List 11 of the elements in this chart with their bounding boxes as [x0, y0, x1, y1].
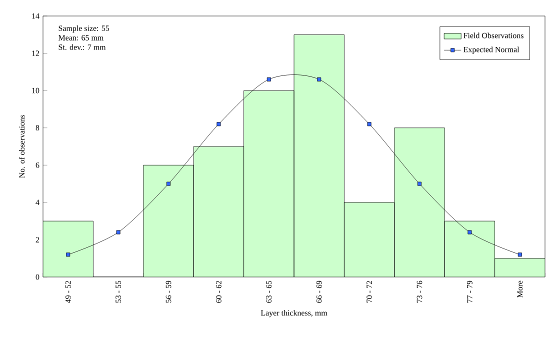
point — [266, 77, 271, 82]
point — [166, 182, 170, 186]
point — [216, 122, 221, 126]
point — [418, 182, 422, 186]
point — [518, 252, 522, 257]
point — [468, 230, 472, 234]
point — [66, 252, 70, 257]
point — [116, 230, 120, 234]
point — [317, 77, 322, 82]
bar — [43, 221, 94, 277]
point — [367, 122, 372, 126]
